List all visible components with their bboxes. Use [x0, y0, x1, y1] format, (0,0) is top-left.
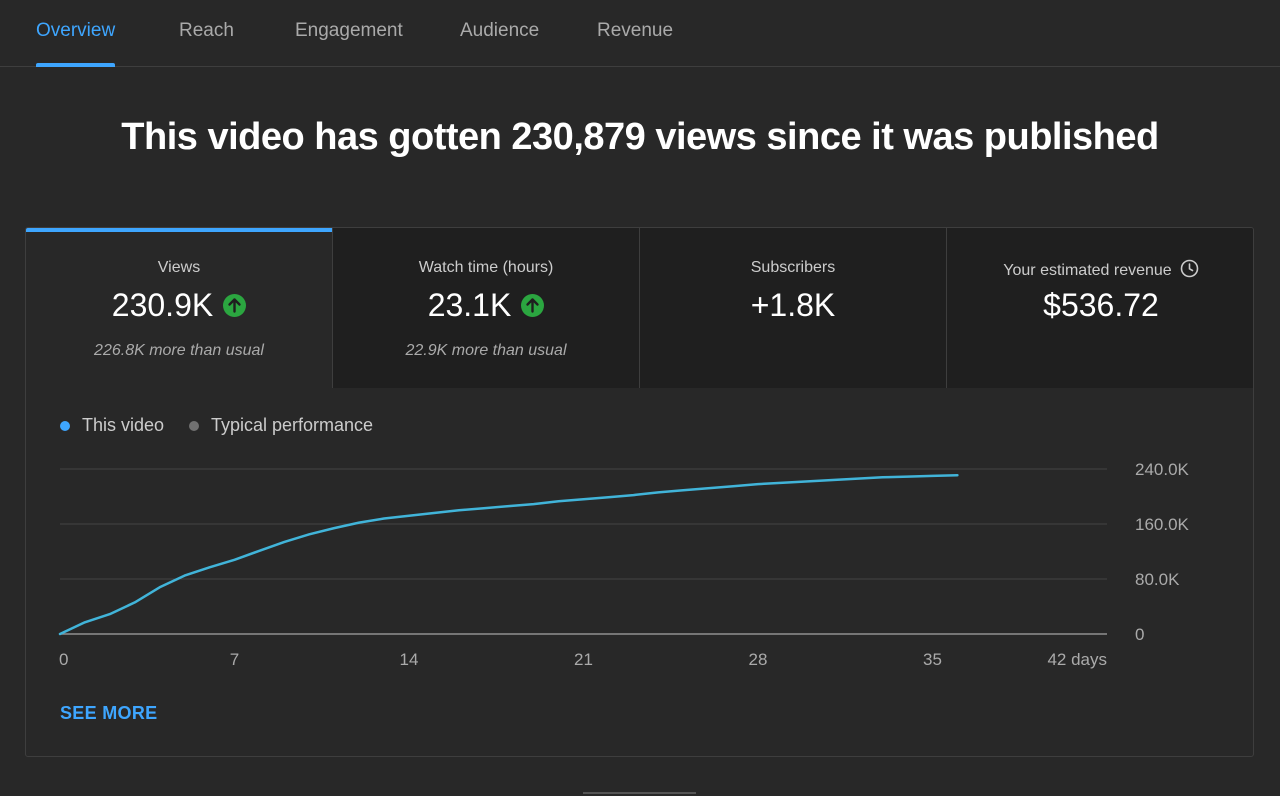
x-tick-label: 42 days [1047, 650, 1107, 669]
metric-comparison: 22.9K more than usual [405, 342, 567, 359]
metric-label-text: Your estimated revenue [1003, 262, 1172, 279]
metric-label: Subscribers [750, 259, 836, 276]
metric-label: Watch time (hours) [418, 259, 554, 276]
legend-dot [189, 421, 199, 431]
legend-label: This video [82, 415, 165, 435]
legend-label: Typical performance [211, 415, 374, 435]
metric-views[interactable]: Views 230.9K 226.8K more than usual [26, 228, 333, 388]
x-tick-label: 0 [59, 650, 68, 669]
tab-audience[interactable]: Audience [460, 20, 540, 41]
metric-watch-time[interactable]: Watch time (hours) 23.1K 22.9K more than… [333, 228, 640, 388]
metric-value: 230.9K [111, 287, 214, 323]
metric-revenue[interactable]: Your estimated revenue $536.72 [947, 228, 1253, 388]
overview-card: Views 230.9K 226.8K more than usual Watc… [25, 227, 1254, 757]
metric-comparison: 226.8K more than usual [94, 342, 264, 359]
metric-value: +1.8K [750, 287, 836, 323]
x-tick-label: 14 [400, 650, 419, 669]
x-tick-label: 21 [574, 650, 593, 669]
tab-revenue[interactable]: Revenue [597, 20, 674, 41]
arrow-up-icon [521, 294, 545, 317]
y-tick-label: 0 [1135, 625, 1144, 644]
y-tick-label: 80.0K [1135, 570, 1180, 589]
metric-value: $536.72 [1043, 287, 1159, 323]
series-line-this-video [58, 473, 959, 636]
metric-label: Your estimated revenue [947, 259, 1253, 283]
tab-bar: Overview Reach Engagement Audience Reven… [0, 0, 1280, 67]
metric-subscribers[interactable]: Subscribers +1.8K [640, 228, 947, 388]
page-headline: This video has gotten 230,879 views sinc… [121, 116, 1159, 158]
scroll-indicator [583, 792, 696, 794]
arrow-up-icon [223, 294, 247, 317]
see-more-link[interactable]: SEE MORE [60, 703, 158, 723]
tab-overview[interactable]: Overview [36, 20, 116, 67]
x-tick-label: 7 [230, 650, 239, 669]
tab-reach[interactable]: Reach [179, 20, 234, 41]
clock-icon [1180, 259, 1199, 283]
metric-label: Views [157, 259, 201, 276]
y-tick-label: 240.0K [1135, 460, 1190, 479]
x-tick-label: 28 [749, 650, 768, 669]
y-tick-label: 160.0K [1135, 515, 1190, 534]
views-line-chart[interactable]: 0 80.0K 160.0K 240.0K 0 7 14 21 28 35 42 days [26, 458, 1254, 678]
metric-value: 23.1K [427, 287, 512, 323]
tab-engagement[interactable]: Engagement [295, 20, 403, 41]
x-tick-label: 35 [923, 650, 942, 669]
metric-tabs: Views 230.9K 226.8K more than usual Watc… [26, 228, 1253, 388]
legend-dot [60, 421, 70, 431]
